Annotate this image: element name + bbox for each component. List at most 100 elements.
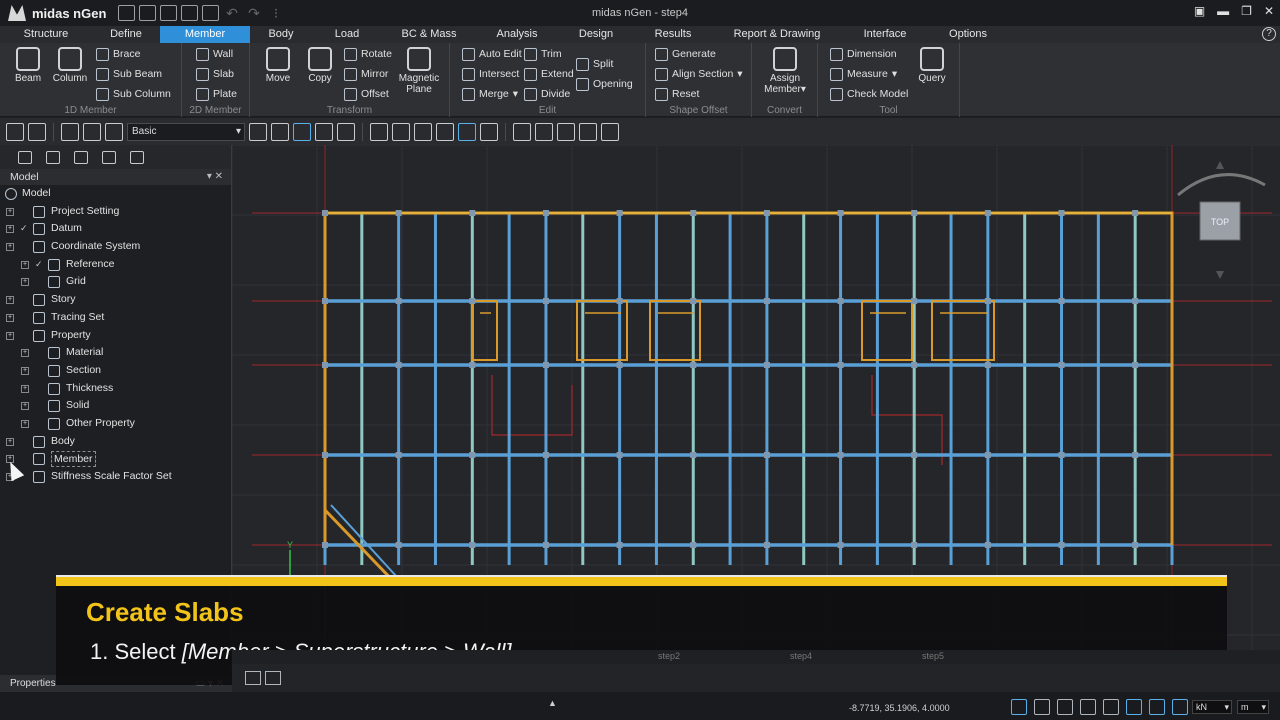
check-model-button[interactable]: Check Model: [830, 85, 908, 103]
tree-expand-icon[interactable]: +: [21, 349, 29, 358]
model-tab-icon[interactable]: [18, 150, 32, 164]
query-button[interactable]: Query: [912, 47, 952, 84]
dimension-view-icon[interactable]: [392, 122, 410, 141]
tree-expand-icon[interactable]: +: [6, 243, 14, 252]
status-frame-icon[interactable]: [1080, 699, 1096, 715]
status-expand-icon[interactable]: ▲: [548, 698, 557, 708]
tree-item[interactable]: + Other Property: [0, 415, 231, 433]
tree-item[interactable]: + Coordinate System: [0, 238, 231, 256]
tree-expand-icon[interactable]: +: [6, 331, 14, 340]
tree-expand-icon[interactable]: +: [6, 207, 14, 216]
rotate-button[interactable]: Rotate: [344, 45, 392, 63]
tree-expand-icon[interactable]: +: [21, 366, 29, 375]
split-view-icon[interactable]: [245, 671, 261, 685]
tree-item[interactable]: + ✓ Reference: [0, 256, 231, 274]
tree-item[interactable]: + Stiffness Scale Factor Set: [0, 468, 231, 486]
tree-item[interactable]: + Project Setting: [0, 203, 231, 221]
display-icon[interactable]: [601, 122, 619, 141]
table-tab-icon[interactable]: [130, 150, 144, 164]
undo-view-icon[interactable]: [337, 122, 355, 141]
tab-structure[interactable]: Structure: [23, 28, 69, 40]
dimension-button[interactable]: Dimension: [830, 45, 897, 63]
tab-load[interactable]: Load: [334, 28, 360, 40]
view-cube-face[interactable]: [1199, 201, 1241, 241]
status-edit-icon[interactable]: [1034, 699, 1050, 715]
view-cube[interactable]: TOP: [1170, 155, 1280, 295]
tree-expand-icon[interactable]: +: [6, 473, 14, 481]
move-button[interactable]: Move: [258, 47, 298, 84]
align-section-button[interactable]: Align Section ▾: [655, 65, 743, 83]
tree-item[interactable]: + ✓ Datum: [0, 220, 231, 238]
open-folder-icon[interactable]: [139, 5, 156, 21]
display-tab-icon[interactable]: [102, 150, 116, 164]
length-unit-select[interactable]: m: [1237, 700, 1269, 714]
tree-check-icon[interactable]: ✓: [35, 258, 43, 269]
close-file-icon[interactable]: [202, 5, 219, 21]
tree-item[interactable]: + Tracing Set: [0, 309, 231, 327]
scale-icon[interactable]: [535, 122, 553, 141]
offset-button[interactable]: Offset: [344, 85, 389, 103]
tree-expand-icon[interactable]: +: [21, 278, 29, 287]
copy-button[interactable]: Copy: [300, 47, 340, 84]
merge-button[interactable]: Merge ▾: [462, 85, 518, 103]
tree-item[interactable]: + Grid: [0, 273, 231, 291]
tab-options[interactable]: Options: [949, 28, 987, 40]
restore-layout-icon[interactable]: ▣: [1193, 4, 1206, 18]
unlock-icon[interactable]: [28, 122, 46, 141]
select-cube-icon[interactable]: [61, 122, 79, 141]
minimize-button[interactable]: ▬: [1217, 4, 1230, 18]
tree-expand-icon[interactable]: +: [21, 384, 29, 393]
tree-expand-icon[interactable]: +: [6, 313, 14, 322]
grid-snap-icon[interactable]: [458, 122, 476, 141]
reset-button[interactable]: Reset: [655, 85, 699, 103]
measure-button[interactable]: Measure ▾: [830, 65, 897, 83]
tree-item[interactable]: + Member: [0, 450, 231, 468]
select-window-icon[interactable]: [83, 122, 101, 141]
view-tab-step2[interactable]: step2: [658, 651, 681, 661]
tree-item[interactable]: + Story: [0, 291, 231, 309]
column-button[interactable]: Column: [50, 47, 90, 84]
extend-button[interactable]: Extend: [524, 65, 574, 83]
status-grid-icon[interactable]: [1057, 699, 1073, 715]
tab-design[interactable]: Design: [578, 28, 614, 40]
split-button[interactable]: Split: [576, 55, 613, 73]
lock-icon[interactable]: [6, 122, 24, 141]
status-text-icon[interactable]: [1172, 699, 1188, 715]
layer-icon[interactable]: [557, 122, 575, 141]
tree-expand-icon[interactable]: +: [21, 260, 29, 269]
works-tab-icon[interactable]: [46, 150, 60, 164]
tab-interface[interactable]: Interface: [863, 28, 907, 40]
assign-member-button[interactable]: Assign Member▾: [763, 47, 807, 95]
save-icon[interactable]: [160, 5, 177, 21]
redo-icon[interactable]: ↷: [248, 5, 260, 21]
force-unit-select[interactable]: kN: [1192, 700, 1232, 714]
select-box-icon[interactable]: [105, 122, 123, 141]
tab-bc-mass[interactable]: BC & Mass: [401, 28, 457, 40]
intersect-button[interactable]: Intersect: [462, 65, 519, 83]
panel-pin-close[interactable]: ▾ ✕: [206, 171, 223, 182]
pick-icon[interactable]: [315, 122, 333, 141]
model-viewport[interactable]: Y TOP: [232, 145, 1280, 650]
tree-expand-icon[interactable]: +: [21, 419, 29, 428]
customize-icon[interactable]: ⁝: [273, 5, 279, 21]
view-cube-down-arrow[interactable]: [1216, 271, 1224, 279]
tree-root-model[interactable]: Model: [0, 185, 231, 203]
new-file-icon[interactable]: [118, 5, 135, 21]
tab-report-drawing[interactable]: Report & Drawing: [733, 28, 821, 40]
view-tab-step4[interactable]: step4: [790, 651, 813, 661]
tree-check-icon[interactable]: ✓: [20, 223, 28, 234]
tree-expand-icon[interactable]: +: [6, 455, 14, 464]
trim-button[interactable]: Trim: [524, 45, 562, 63]
tree-item[interactable]: + Section: [0, 362, 231, 380]
tree-item[interactable]: + Body: [0, 433, 231, 451]
align-icon[interactable]: [370, 122, 388, 141]
tab-analysis[interactable]: Analysis: [496, 28, 538, 40]
ortho-icon[interactable]: [480, 122, 498, 141]
tab-body[interactable]: Body: [268, 28, 294, 40]
group-tab-icon[interactable]: [74, 150, 88, 164]
section-view-icon[interactable]: [414, 122, 432, 141]
beam-button[interactable]: Beam: [8, 47, 48, 84]
generate-button[interactable]: Generate: [655, 45, 716, 63]
maximize-button[interactable]: ❐: [1241, 4, 1252, 18]
plate-button[interactable]: Plate: [196, 85, 237, 103]
